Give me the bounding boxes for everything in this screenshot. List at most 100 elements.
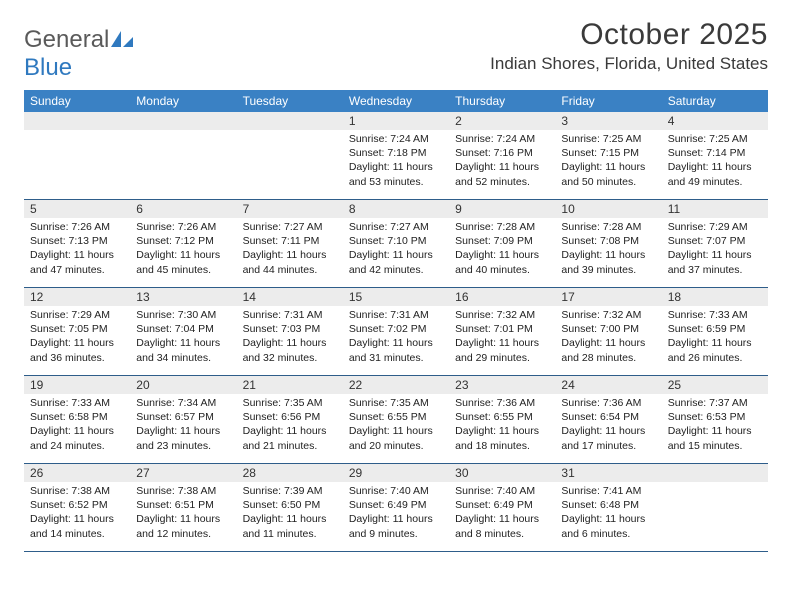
day-header: Friday [555, 90, 661, 112]
day-number: 22 [343, 376, 449, 394]
detail-line: Daylight: 11 hours [455, 512, 549, 526]
detail-line: and 24 minutes. [30, 439, 124, 453]
calendar-cell: 23Sunrise: 7:36 AMSunset: 6:55 PMDayligh… [449, 376, 555, 464]
detail-line: Sunset: 7:08 PM [561, 234, 655, 248]
logo-text: GeneralBlue [24, 26, 133, 82]
detail-line: Sunset: 6:50 PM [243, 498, 337, 512]
day-number: 26 [24, 464, 130, 482]
detail-line: Daylight: 11 hours [455, 248, 549, 262]
day-number: 4 [662, 112, 768, 130]
detail-line: Sunset: 6:52 PM [30, 498, 124, 512]
calendar-cell: 3Sunrise: 7:25 AMSunset: 7:15 PMDaylight… [555, 112, 661, 200]
detail-line: and 45 minutes. [136, 263, 230, 277]
day-number: 21 [237, 376, 343, 394]
detail-line: Sunset: 6:54 PM [561, 410, 655, 424]
calendar-cell: 16Sunrise: 7:32 AMSunset: 7:01 PMDayligh… [449, 288, 555, 376]
day-details: Sunrise: 7:29 AMSunset: 7:07 PMDaylight:… [662, 218, 768, 281]
day-details: Sunrise: 7:36 AMSunset: 6:54 PMDaylight:… [555, 394, 661, 457]
detail-line: Sunset: 6:56 PM [243, 410, 337, 424]
detail-line: Sunrise: 7:38 AM [136, 484, 230, 498]
calendar-cell: 28Sunrise: 7:39 AMSunset: 6:50 PMDayligh… [237, 464, 343, 552]
detail-line: Sunset: 6:57 PM [136, 410, 230, 424]
day-details: Sunrise: 7:34 AMSunset: 6:57 PMDaylight:… [130, 394, 236, 457]
detail-line: Sunrise: 7:38 AM [30, 484, 124, 498]
day-header: Thursday [449, 90, 555, 112]
day-details: Sunrise: 7:36 AMSunset: 6:55 PMDaylight:… [449, 394, 555, 457]
detail-line: Sunrise: 7:27 AM [243, 220, 337, 234]
calendar-cell [130, 112, 236, 200]
detail-line: and 36 minutes. [30, 351, 124, 365]
detail-line: Daylight: 11 hours [349, 248, 443, 262]
calendar-cell: 18Sunrise: 7:33 AMSunset: 6:59 PMDayligh… [662, 288, 768, 376]
detail-line: Daylight: 11 hours [349, 160, 443, 174]
detail-line: Sunrise: 7:25 AM [561, 132, 655, 146]
detail-line: Sunset: 7:16 PM [455, 146, 549, 160]
day-header: Tuesday [237, 90, 343, 112]
detail-line: Daylight: 11 hours [136, 512, 230, 526]
day-number: 24 [555, 376, 661, 394]
calendar-cell: 6Sunrise: 7:26 AMSunset: 7:12 PMDaylight… [130, 200, 236, 288]
detail-line: and 40 minutes. [455, 263, 549, 277]
detail-line: Sunrise: 7:31 AM [243, 308, 337, 322]
detail-line: Daylight: 11 hours [243, 512, 337, 526]
detail-line: and 28 minutes. [561, 351, 655, 365]
calendar-cell: 22Sunrise: 7:35 AMSunset: 6:55 PMDayligh… [343, 376, 449, 464]
detail-line: Sunset: 7:12 PM [136, 234, 230, 248]
day-details: Sunrise: 7:27 AMSunset: 7:11 PMDaylight:… [237, 218, 343, 281]
detail-line: Sunrise: 7:26 AM [30, 220, 124, 234]
day-details: Sunrise: 7:39 AMSunset: 6:50 PMDaylight:… [237, 482, 343, 545]
detail-line: Sunrise: 7:33 AM [668, 308, 762, 322]
detail-line: Sunrise: 7:39 AM [243, 484, 337, 498]
detail-line: and 44 minutes. [243, 263, 337, 277]
day-details [130, 130, 236, 136]
detail-line: and 50 minutes. [561, 175, 655, 189]
day-number: 14 [237, 288, 343, 306]
detail-line: and 12 minutes. [136, 527, 230, 541]
day-details: Sunrise: 7:24 AMSunset: 7:16 PMDaylight:… [449, 130, 555, 193]
logo-word1: General [24, 26, 109, 53]
detail-line: Daylight: 11 hours [668, 160, 762, 174]
detail-line: Sunrise: 7:24 AM [455, 132, 549, 146]
calendar-cell: 1Sunrise: 7:24 AMSunset: 7:18 PMDaylight… [343, 112, 449, 200]
detail-line: Sunrise: 7:28 AM [561, 220, 655, 234]
day-details: Sunrise: 7:33 AMSunset: 6:59 PMDaylight:… [662, 306, 768, 369]
calendar-cell [237, 112, 343, 200]
calendar-header-row: SundayMondayTuesdayWednesdayThursdayFrid… [24, 90, 768, 112]
detail-line: and 9 minutes. [349, 527, 443, 541]
calendar-cell: 11Sunrise: 7:29 AMSunset: 7:07 PMDayligh… [662, 200, 768, 288]
detail-line: and 11 minutes. [243, 527, 337, 541]
day-details: Sunrise: 7:31 AMSunset: 7:02 PMDaylight:… [343, 306, 449, 369]
day-details: Sunrise: 7:26 AMSunset: 7:12 PMDaylight:… [130, 218, 236, 281]
detail-line: and 8 minutes. [455, 527, 549, 541]
day-details: Sunrise: 7:29 AMSunset: 7:05 PMDaylight:… [24, 306, 130, 369]
detail-line: Sunset: 7:13 PM [30, 234, 124, 248]
day-details: Sunrise: 7:25 AMSunset: 7:14 PMDaylight:… [662, 130, 768, 193]
day-number: 2 [449, 112, 555, 130]
detail-line: Daylight: 11 hours [561, 512, 655, 526]
detail-line: Sunrise: 7:30 AM [136, 308, 230, 322]
detail-line: and 49 minutes. [668, 175, 762, 189]
detail-line: and 18 minutes. [455, 439, 549, 453]
detail-line: and 23 minutes. [136, 439, 230, 453]
day-number: 3 [555, 112, 661, 130]
detail-line: and 42 minutes. [349, 263, 443, 277]
day-details [237, 130, 343, 136]
detail-line: and 20 minutes. [349, 439, 443, 453]
day-number: 31 [555, 464, 661, 482]
day-details: Sunrise: 7:28 AMSunset: 7:09 PMDaylight:… [449, 218, 555, 281]
detail-line: Sunset: 7:02 PM [349, 322, 443, 336]
calendar-cell: 17Sunrise: 7:32 AMSunset: 7:00 PMDayligh… [555, 288, 661, 376]
day-details: Sunrise: 7:24 AMSunset: 7:18 PMDaylight:… [343, 130, 449, 193]
day-number [130, 112, 236, 130]
month-title: October 2025 [490, 18, 768, 52]
detail-line: Sunrise: 7:35 AM [243, 396, 337, 410]
calendar-body: 1Sunrise: 7:24 AMSunset: 7:18 PMDaylight… [24, 112, 768, 552]
detail-line: Daylight: 11 hours [30, 336, 124, 350]
detail-line: Daylight: 11 hours [561, 424, 655, 438]
calendar-cell: 4Sunrise: 7:25 AMSunset: 7:14 PMDaylight… [662, 112, 768, 200]
detail-line: Sunset: 6:59 PM [668, 322, 762, 336]
detail-line: and 15 minutes. [668, 439, 762, 453]
detail-line: Sunset: 6:55 PM [455, 410, 549, 424]
detail-line: Sunrise: 7:32 AM [455, 308, 549, 322]
day-details: Sunrise: 7:41 AMSunset: 6:48 PMDaylight:… [555, 482, 661, 545]
